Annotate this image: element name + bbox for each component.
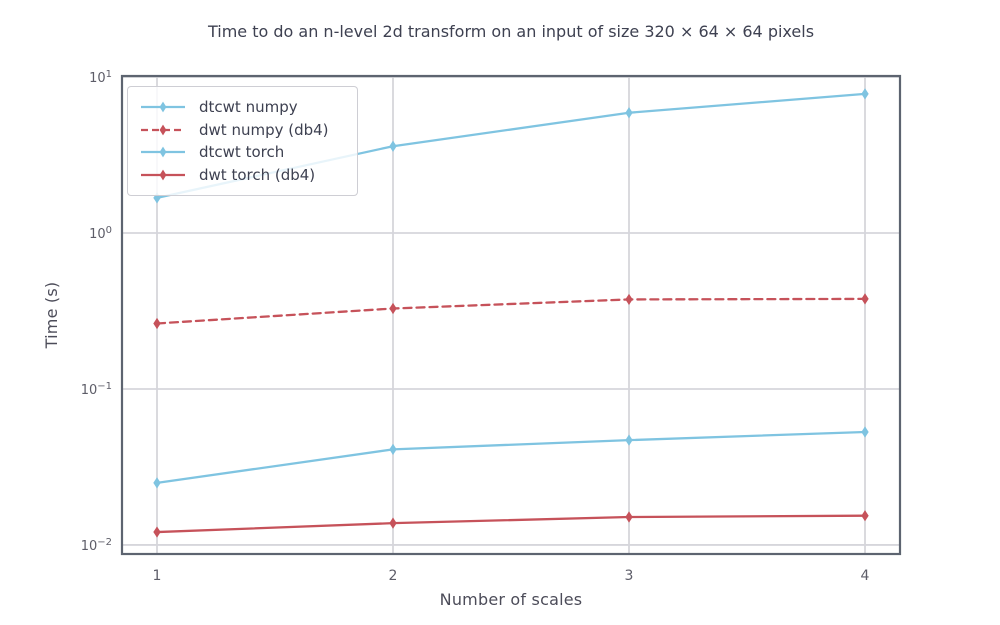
- data-point-marker: [861, 88, 869, 100]
- data-point-marker: [625, 107, 633, 119]
- y-tick-label: 10−2: [81, 537, 112, 554]
- legend-line-sample: [141, 146, 185, 158]
- data-point-marker: [861, 510, 869, 522]
- legend-item-dwt-numpy-db4-: dwt numpy (db4): [140, 119, 341, 142]
- series-line: [155, 430, 867, 485]
- x-tick-label: 1: [153, 568, 162, 584]
- data-point-marker: [389, 302, 397, 315]
- legend-item-dtcwt-numpy: dtcwt numpy: [140, 96, 341, 119]
- y-tick-label: 10−1: [81, 381, 112, 398]
- data-point-marker: [153, 477, 161, 489]
- legend-label: dwt numpy (db4): [199, 120, 329, 139]
- data-point-marker: [625, 293, 633, 306]
- legend-item-dwt-torch-db4-: dwt torch (db4): [140, 164, 341, 187]
- legend-label: dtcwt torch: [199, 143, 285, 162]
- x-axis-label: Number of scales: [440, 590, 583, 609]
- legend-line-sample: [141, 101, 185, 113]
- x-tick-label: 3: [625, 568, 634, 584]
- data-point-marker: [153, 526, 161, 538]
- legend-item-dtcwt-torch: dtcwt torch: [140, 141, 341, 164]
- chart-title: Time to do an n-level 2d transform on an…: [207, 22, 814, 41]
- data-point-marker: [389, 517, 397, 529]
- data-point-marker: [625, 511, 633, 523]
- y-tick-label: 101: [89, 69, 112, 86]
- legend-label: dwt torch (db4): [199, 165, 316, 184]
- axes-spines: [120, 74, 902, 556]
- data-series: [153, 88, 869, 538]
- legend-label: dtcwt numpy: [199, 98, 298, 117]
- data-point-marker: [153, 317, 161, 330]
- plot-border: [120, 74, 902, 556]
- y-axis-label: Time (s): [42, 282, 61, 350]
- legend: dtcwt numpy dwt numpy (db4) dtcwt torch dwt…: [127, 86, 358, 196]
- y-tick-label: 100: [89, 225, 112, 242]
- legend-line-sample: [141, 124, 185, 136]
- data-point-marker: [625, 434, 633, 446]
- data-point-marker: [861, 426, 869, 438]
- legend-line-sample: [141, 169, 185, 181]
- x-tick-label: 2: [389, 568, 398, 584]
- x-tick-label: 4: [861, 568, 870, 584]
- data-point-marker: [389, 140, 397, 152]
- data-point-marker: [861, 293, 869, 305]
- series-line: [155, 297, 867, 325]
- data-point-marker: [389, 443, 397, 455]
- series-line: [155, 514, 867, 534]
